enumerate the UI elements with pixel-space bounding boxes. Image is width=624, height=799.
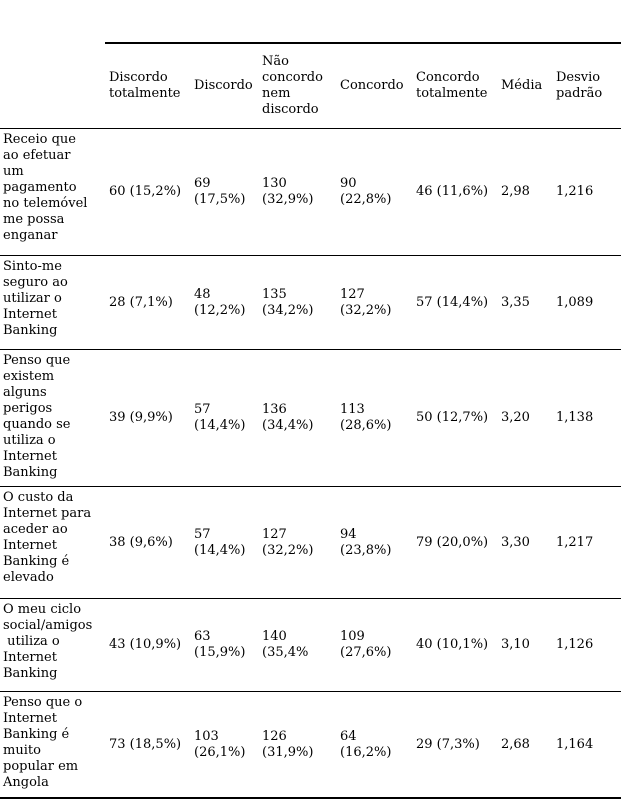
header-cell-nao-concordo-nem-discordo: Não concordo nem discordo: [258, 42, 336, 129]
statement-cell: Receio que ao efetuar um pagamento no te…: [0, 128, 105, 256]
desvio-cell: 1,217: [552, 486, 621, 599]
header-cell-media: Média: [497, 42, 552, 129]
statement-cell: Penso que o Internet Banking é muito pop…: [0, 691, 105, 799]
table-row: O meu ciclo social/amigos utiliza o Inte…: [0, 598, 621, 692]
table-row: Penso que o Internet Banking é muito pop…: [0, 691, 621, 799]
media-cell: 2,68: [497, 691, 552, 799]
value-cell: 113 (28,6%): [336, 349, 412, 487]
header-cell-concordo: Concordo: [336, 42, 412, 129]
table-row: Sinto-me seguro ao utilizar o Internet B…: [0, 255, 621, 350]
desvio-cell: 1,216: [552, 128, 621, 256]
header-cell-discordo-totalmente: Discordo totalmente: [105, 42, 190, 129]
value-cell: 69 (17,5%): [190, 128, 258, 256]
likert-statistics-table: Discordo totalmente Discordo Não concord…: [0, 42, 621, 799]
media-cell: 3,10: [497, 598, 552, 692]
value-cell: 79 (20,0%): [412, 486, 497, 599]
desvio-cell: 1,138: [552, 349, 621, 487]
value-cell: 63 (15,9%): [190, 598, 258, 692]
header-row: Discordo totalmente Discordo Não concord…: [0, 42, 621, 129]
media-cell: 3,35: [497, 255, 552, 350]
header-cell-discordo: Discordo: [190, 42, 258, 129]
media-cell: 3,30: [497, 486, 552, 599]
value-cell: 38 (9,6%): [105, 486, 190, 599]
statement-cell: O custo da Internet para aceder ao Inter…: [0, 486, 105, 599]
table-row: Penso que existem alguns perigos quando …: [0, 349, 621, 487]
value-cell: 136 (34,4%): [258, 349, 336, 487]
value-cell: 130 (32,9%): [258, 128, 336, 256]
value-cell: 39 (9,9%): [105, 349, 190, 487]
value-cell: 127 (32,2%): [336, 255, 412, 350]
desvio-cell: 1,089: [552, 255, 621, 350]
statement-cell: O meu ciclo social/amigos utiliza o Inte…: [0, 598, 105, 692]
media-cell: 3,20: [497, 349, 552, 487]
table-row: O custo da Internet para aceder ao Inter…: [0, 486, 621, 599]
value-cell: 40 (10,1%): [412, 598, 497, 692]
value-cell: 103 (26,1%): [190, 691, 258, 799]
value-cell: 126 (31,9%): [258, 691, 336, 799]
desvio-cell: 1,164: [552, 691, 621, 799]
value-cell: 90 (22,8%): [336, 128, 412, 256]
value-cell: 64 (16,2%): [336, 691, 412, 799]
value-cell: 48 (12,2%): [190, 255, 258, 350]
value-cell: 57 (14,4%): [190, 349, 258, 487]
value-cell: 73 (18,5%): [105, 691, 190, 799]
value-cell: 50 (12,7%): [412, 349, 497, 487]
value-cell: 60 (15,2%): [105, 128, 190, 256]
value-cell: 135 (34,2%): [258, 255, 336, 350]
statement-cell: Penso que existem alguns perigos quando …: [0, 349, 105, 487]
value-cell: 43 (10,9%): [105, 598, 190, 692]
value-cell: 94 (23,8%): [336, 486, 412, 599]
value-cell: 57 (14,4%): [412, 255, 497, 350]
header-cell-empty: [0, 43, 105, 129]
value-cell: 28 (7,1%): [105, 255, 190, 350]
table-row: Receio que ao efetuar um pagamento no te…: [0, 128, 621, 256]
value-cell: 127 (32,2%): [258, 486, 336, 599]
value-cell: 109 (27,6%): [336, 598, 412, 692]
statement-cell: Sinto-me seguro ao utilizar o Internet B…: [0, 255, 105, 350]
header-cell-concordo-totalmente: Concordo totalmente: [412, 42, 497, 129]
media-cell: 2,98: [497, 128, 552, 256]
value-cell: 140 (35,4%: [258, 598, 336, 692]
value-cell: 46 (11,6%): [412, 128, 497, 256]
value-cell: 29 (7,3%): [412, 691, 497, 799]
desvio-cell: 1,126: [552, 598, 621, 692]
value-cell: 57 (14,4%): [190, 486, 258, 599]
header-cell-desvio-padrao: Desvio padrão: [552, 42, 621, 129]
